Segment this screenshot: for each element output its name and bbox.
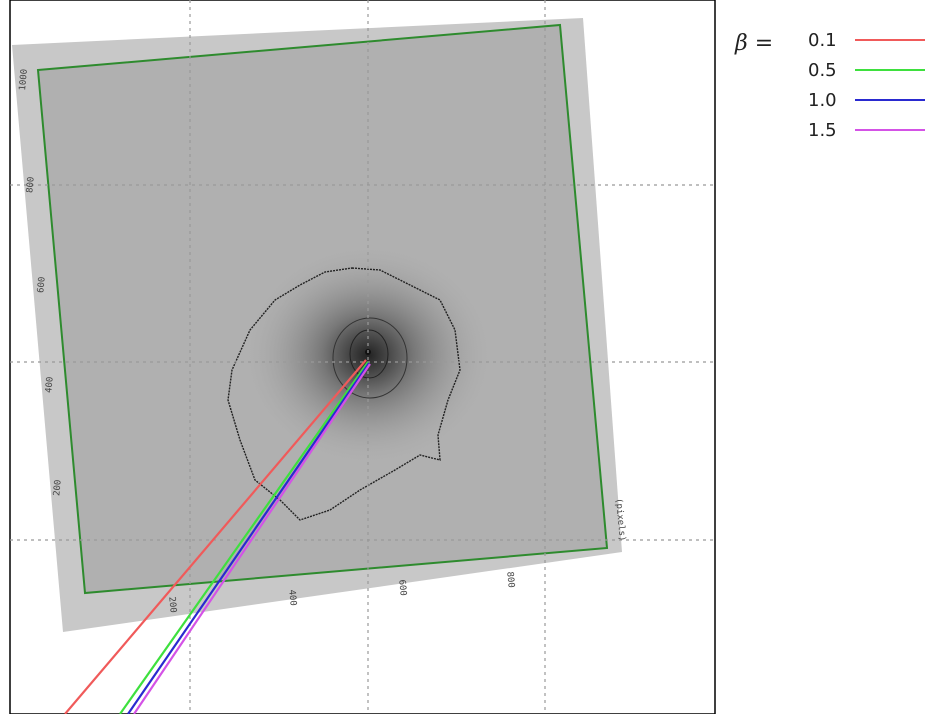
tick-label: 600	[396, 579, 407, 596]
legend-value: 1.0	[808, 90, 837, 111]
legend-value: 0.1	[808, 30, 837, 51]
tick-label: 200	[166, 596, 177, 613]
tick-label: 400	[286, 589, 297, 606]
tick-label: 200	[52, 479, 63, 496]
legend-value: 0.5	[808, 60, 837, 81]
figure: 1000800600400200200400600800(pixels) β =…	[0, 0, 930, 714]
tick-label: 400	[44, 376, 55, 393]
tick-label: 600	[36, 276, 47, 293]
legend: 0.1 0.5 1.0 1.5	[808, 30, 925, 141]
legend-value: 1.5	[808, 120, 837, 141]
legend-title: β =	[734, 31, 773, 56]
tick-label: 800	[504, 571, 515, 588]
tick-label: 1000	[18, 69, 30, 91]
tick-label: 800	[25, 176, 36, 193]
